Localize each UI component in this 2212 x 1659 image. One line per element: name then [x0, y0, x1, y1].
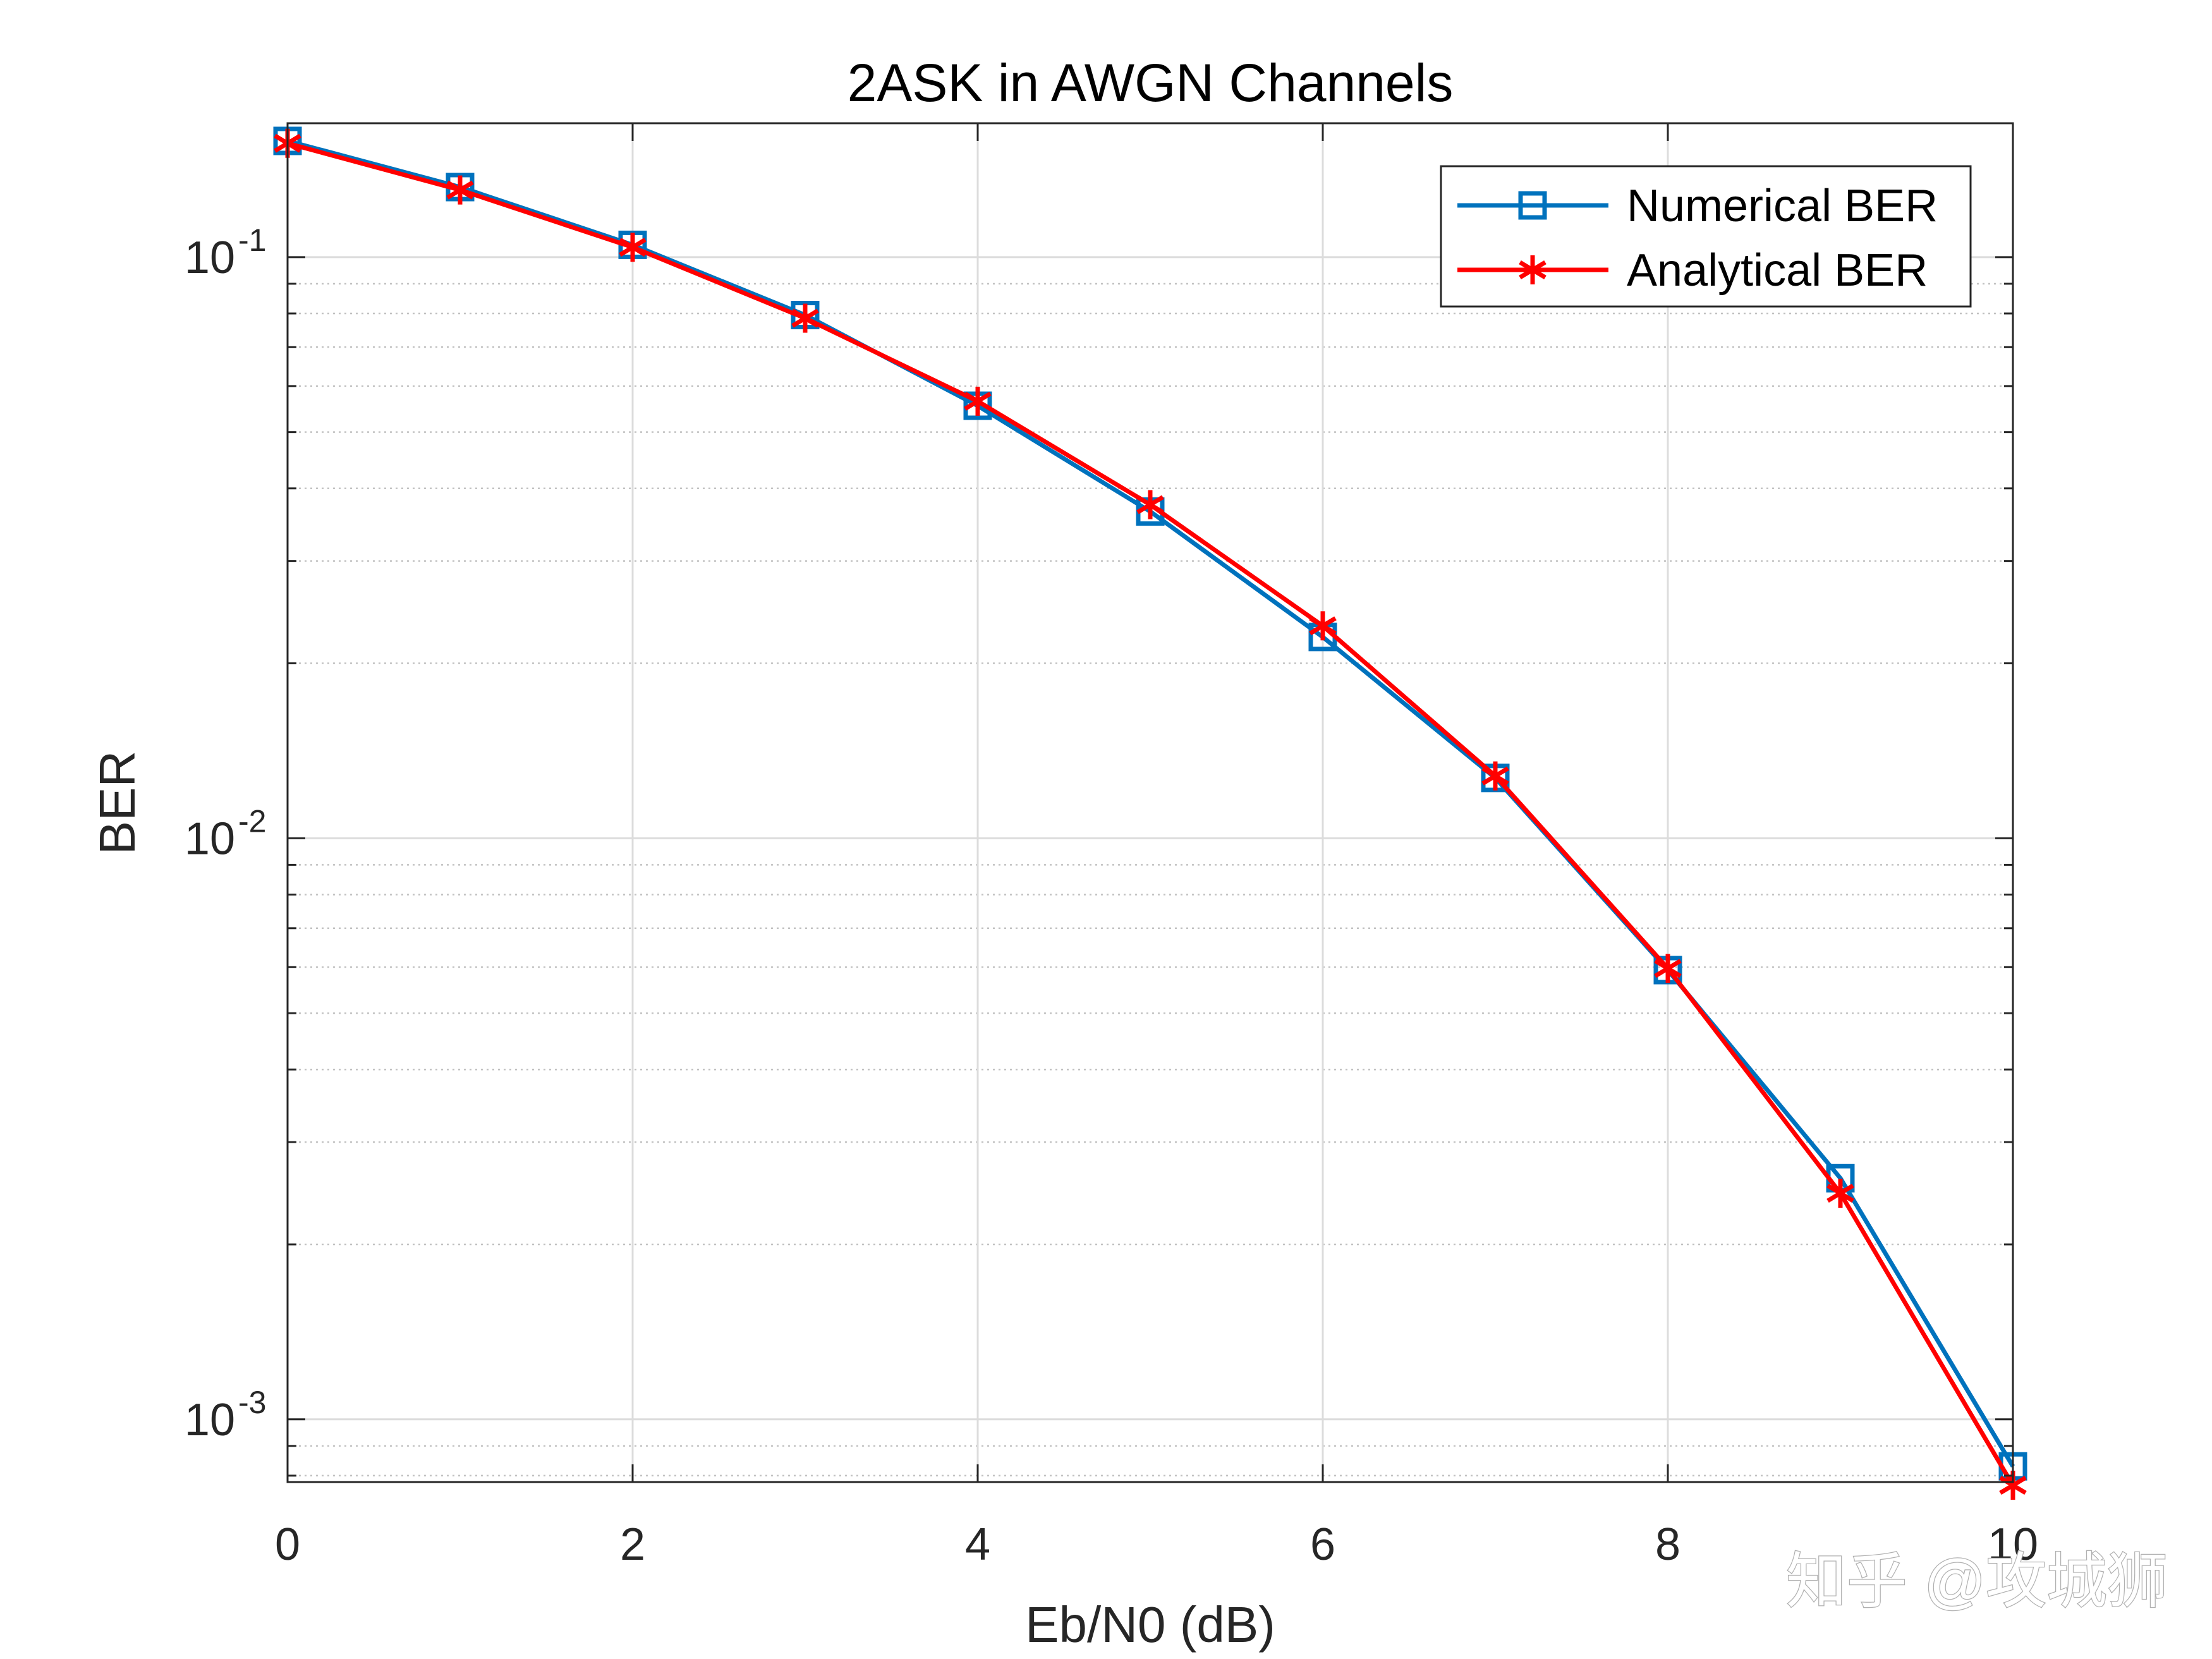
data-point-analytical	[1309, 611, 1337, 641]
x-tick-label: 4	[965, 1519, 990, 1570]
legend-label-numerical: Numerical BER	[1627, 181, 1938, 231]
x-tick-label: 2	[620, 1519, 645, 1570]
data-point-analytical	[1481, 761, 1509, 791]
data-point-analytical	[1826, 1178, 1854, 1208]
y-tick-label-exponent: -3	[238, 1385, 266, 1420]
axis-layer: 10 -110 -210 -30 2 4 6 8 10	[185, 123, 2038, 1570]
x-tick-label: 6	[1310, 1519, 1335, 1570]
y-tick-label-base: 10	[185, 813, 235, 864]
legend-marker-asterisk	[1519, 255, 1547, 284]
y-tick-label-base: 10	[185, 233, 235, 283]
legend-label-analytical: Analytical BER	[1627, 245, 1928, 296]
y-tick-label-exponent: -2	[238, 803, 266, 839]
x-axis-label: Eb/N0 (dB)	[1025, 1596, 1275, 1653]
x-tick-label: 0	[275, 1519, 300, 1570]
legend-box	[1440, 165, 1972, 308]
x-tick-label: 8	[1655, 1519, 1680, 1570]
data-point-analytical	[446, 175, 474, 205]
y-axis-label: BER	[89, 751, 145, 855]
plot-frame	[286, 122, 2014, 1483]
y-tick-label-base: 10	[185, 1395, 235, 1445]
x-tick-label: 10	[1988, 1519, 2038, 1570]
watermark-text: 知乎 @攻城狮	[1786, 1548, 2168, 1615]
series-layer	[273, 126, 2027, 1500]
y-tick-label-exponent: -1	[238, 222, 266, 258]
data-point-analytical	[1136, 490, 1164, 520]
data-point-analytical	[791, 303, 819, 333]
chart-title: 2ASK in AWGN Channels	[848, 53, 1454, 112]
plot-area	[288, 123, 2013, 1482]
data-point-analytical	[964, 386, 992, 416]
legend: Numerical BER Analytical BER	[1440, 165, 1972, 308]
data-point-analytical	[619, 233, 647, 262]
data-point-analytical	[1654, 954, 1682, 983]
legend-marker-square	[1518, 191, 1547, 220]
